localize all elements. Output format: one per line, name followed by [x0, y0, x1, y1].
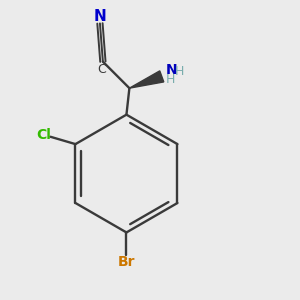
- Text: Br: Br: [118, 255, 135, 269]
- Text: Cl: Cl: [37, 128, 51, 142]
- Text: H: H: [166, 74, 176, 86]
- Text: C: C: [97, 63, 106, 76]
- Text: N: N: [166, 64, 178, 77]
- Text: N: N: [94, 8, 106, 23]
- Text: H: H: [175, 65, 184, 79]
- Polygon shape: [129, 71, 164, 88]
